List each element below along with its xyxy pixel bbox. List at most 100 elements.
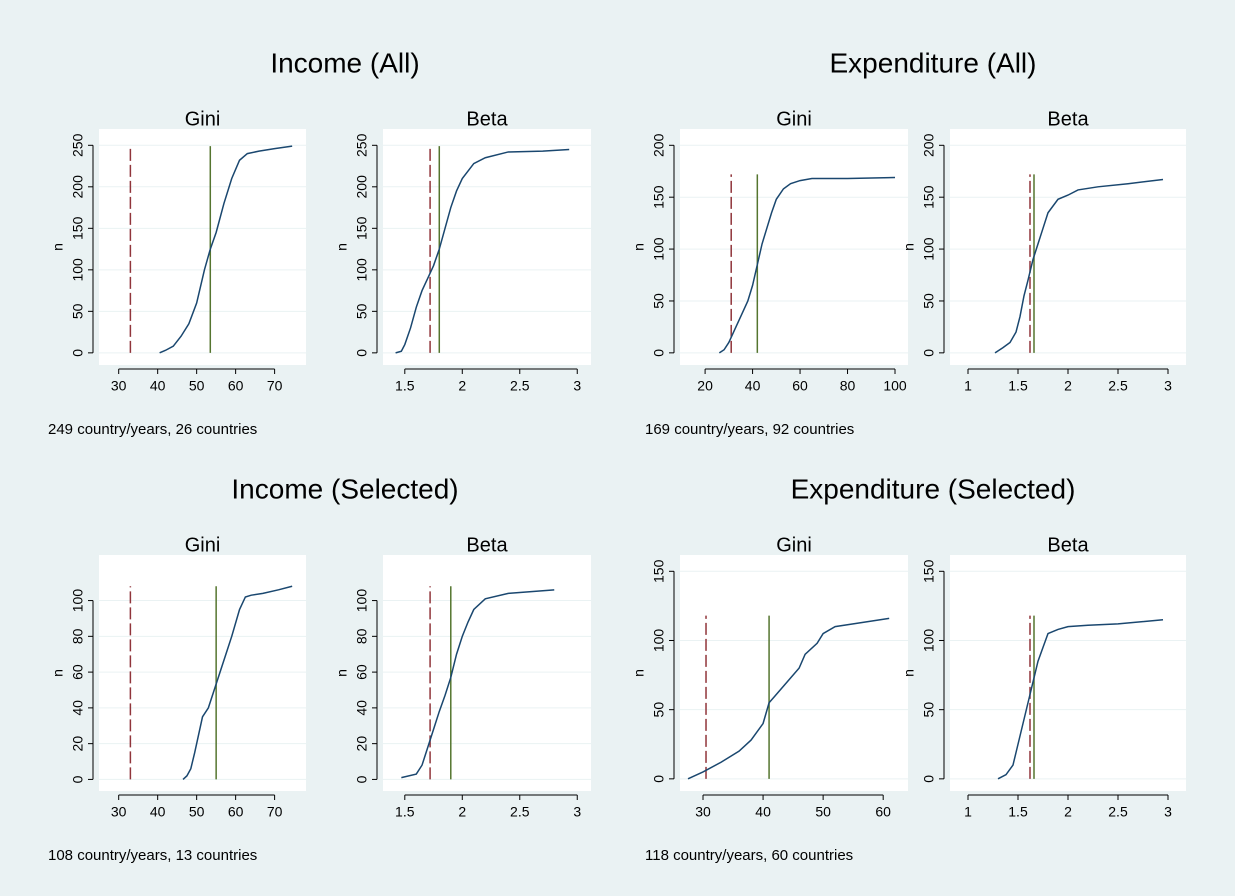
y-tick-label: 50 xyxy=(921,702,937,718)
y-axis-label: n xyxy=(50,669,66,677)
x-tick-label: 70 xyxy=(267,804,283,820)
cumulative-line xyxy=(182,585,293,780)
x-tick-label: 2 xyxy=(1064,804,1072,820)
x-tick-label: 50 xyxy=(815,804,831,820)
cumulative-line xyxy=(401,589,555,779)
y-tick-label: 250 xyxy=(354,133,370,157)
y-tick-label: 100 xyxy=(70,258,86,282)
y-tick-label: 60 xyxy=(70,664,86,680)
cumulative-line xyxy=(159,145,293,354)
y-tick-label: 0 xyxy=(651,349,667,357)
y-tick-label: 100 xyxy=(921,237,937,261)
group-title: Expenditure (Selected) xyxy=(791,473,1076,504)
x-tick-label: 1 xyxy=(964,804,972,820)
x-tick-label: 3 xyxy=(1164,378,1172,394)
subplot-title: Gini xyxy=(185,534,221,556)
y-tick-label: 50 xyxy=(354,303,370,319)
y-axis-label: n xyxy=(901,243,917,251)
y-tick-label: 200 xyxy=(354,175,370,199)
y-tick-label: 0 xyxy=(921,349,937,357)
x-tick-label: 100 xyxy=(883,378,907,394)
group-note: 249 country/years, 26 countries xyxy=(48,421,257,438)
x-tick-label: 1.5 xyxy=(1008,804,1028,820)
x-tick-label: 2.5 xyxy=(1108,378,1128,394)
y-tick-label: 100 xyxy=(921,629,937,653)
y-tick-label: 100 xyxy=(70,589,86,613)
x-tick-label: 1.5 xyxy=(395,378,415,394)
x-tick-label: 2.5 xyxy=(1108,804,1128,820)
cumulative-line xyxy=(718,176,896,354)
y-tick-label: 150 xyxy=(921,185,937,209)
y-tick-label: 80 xyxy=(70,628,86,644)
y-tick-label: 0 xyxy=(921,775,937,783)
y-tick-label: 40 xyxy=(354,700,370,716)
subplot-title: Gini xyxy=(185,108,221,130)
group-title: Expenditure (All) xyxy=(830,47,1037,78)
y-tick-label: 100 xyxy=(354,589,370,613)
y-axis-label: n xyxy=(334,669,350,677)
y-tick-label: 0 xyxy=(70,775,86,783)
y-tick-label: 50 xyxy=(921,293,937,309)
plot-area xyxy=(950,129,1186,365)
x-tick-label: 40 xyxy=(745,378,761,394)
cumulative-line xyxy=(395,148,570,354)
x-tick-label: 60 xyxy=(228,804,244,820)
y-tick-label: 0 xyxy=(354,349,370,357)
y-tick-label: 200 xyxy=(651,133,667,157)
group-title: Income (All) xyxy=(270,47,419,78)
group-note: 118 country/years, 60 countries xyxy=(645,847,853,864)
x-tick-label: 1 xyxy=(964,378,972,394)
y-tick-label: 20 xyxy=(70,736,86,752)
x-tick-label: 1.5 xyxy=(395,804,415,820)
y-tick-label: 150 xyxy=(70,216,86,240)
y-tick-label: 100 xyxy=(651,237,667,261)
x-tick-label: 70 xyxy=(267,378,283,394)
y-tick-label: 50 xyxy=(70,303,86,319)
y-axis-label: n xyxy=(631,243,647,251)
subplot-title: Gini xyxy=(776,534,812,556)
x-tick-label: 2 xyxy=(458,378,466,394)
cumulative-line xyxy=(687,617,890,780)
y-tick-label: 0 xyxy=(651,775,667,783)
x-tick-label: 50 xyxy=(189,804,205,820)
x-tick-label: 30 xyxy=(111,804,127,820)
plot-area xyxy=(680,129,908,365)
x-tick-label: 40 xyxy=(150,378,166,394)
x-tick-label: 50 xyxy=(189,378,205,394)
x-tick-label: 60 xyxy=(875,804,891,820)
cumulative-line xyxy=(997,618,1164,780)
plot-area xyxy=(950,555,1186,791)
y-tick-label: 200 xyxy=(921,133,937,157)
x-tick-label: 2 xyxy=(458,804,466,820)
y-tick-label: 20 xyxy=(354,736,370,752)
y-tick-label: 150 xyxy=(651,185,667,209)
x-tick-label: 60 xyxy=(228,378,244,394)
y-tick-label: 50 xyxy=(651,702,667,718)
y-tick-label: 150 xyxy=(651,559,667,583)
x-tick-label: 20 xyxy=(697,378,713,394)
y-tick-label: 0 xyxy=(70,349,86,357)
x-tick-label: 2 xyxy=(1064,378,1072,394)
x-tick-label: 2.5 xyxy=(510,804,530,820)
y-tick-label: 40 xyxy=(70,700,86,716)
subplot-title: Gini xyxy=(776,108,812,130)
y-tick-label: 100 xyxy=(651,629,667,653)
group-note: 169 country/years, 92 countries xyxy=(645,421,854,438)
x-tick-label: 30 xyxy=(111,378,127,394)
x-tick-label: 2.5 xyxy=(510,378,530,394)
plot-area xyxy=(383,555,591,791)
y-axis-label: n xyxy=(334,243,350,251)
plot-area xyxy=(99,555,306,791)
subplot-title: Beta xyxy=(466,108,508,130)
y-tick-label: 100 xyxy=(354,258,370,282)
y-tick-label: 250 xyxy=(70,133,86,157)
x-tick-label: 30 xyxy=(695,804,711,820)
x-tick-label: 80 xyxy=(840,378,856,394)
y-axis-label: n xyxy=(50,243,66,251)
subplot-title: Beta xyxy=(466,534,508,556)
y-tick-label: 50 xyxy=(651,293,667,309)
x-tick-label: 40 xyxy=(150,804,166,820)
x-tick-label: 3 xyxy=(573,804,581,820)
x-tick-label: 3 xyxy=(1164,804,1172,820)
